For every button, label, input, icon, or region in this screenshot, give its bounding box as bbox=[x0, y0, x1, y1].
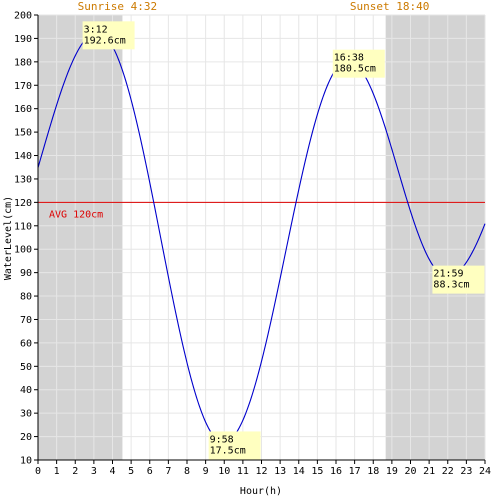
x-tick-label: 21 bbox=[423, 466, 435, 477]
y-tick-label: 80 bbox=[20, 292, 32, 303]
x-tick-label: 24 bbox=[479, 466, 491, 477]
x-axis-label: Hour(h) bbox=[240, 486, 282, 497]
y-tick-label: 110 bbox=[14, 221, 32, 232]
sunrise-label: Sunrise 4:32 bbox=[78, 0, 157, 13]
y-tick-label: 10 bbox=[20, 456, 32, 467]
x-tick-label: 15 bbox=[311, 466, 323, 477]
x-tick-label: 16 bbox=[330, 466, 342, 477]
annotation-value: 180.5cm bbox=[334, 64, 376, 75]
y-tick-label: 190 bbox=[14, 34, 32, 45]
y-tick-label: 100 bbox=[14, 245, 32, 256]
x-tick-label: 18 bbox=[367, 466, 379, 477]
x-tick-label: 20 bbox=[404, 466, 416, 477]
x-tick-label: 17 bbox=[349, 466, 361, 477]
x-tick-label: 19 bbox=[386, 466, 398, 477]
y-tick-label: 200 bbox=[14, 11, 32, 22]
x-tick-label: 0 bbox=[35, 466, 41, 477]
x-tick-label: 3 bbox=[91, 466, 97, 477]
x-tick-label: 8 bbox=[184, 466, 190, 477]
x-tick-label: 1 bbox=[54, 466, 60, 477]
x-tick-label: 14 bbox=[293, 466, 305, 477]
annotation-time: 9:58 bbox=[210, 434, 234, 445]
y-tick-label: 140 bbox=[14, 151, 32, 162]
x-tick-label: 7 bbox=[165, 466, 171, 477]
night-before-sunrise bbox=[38, 15, 123, 460]
annotation-box bbox=[208, 431, 261, 460]
y-tick-label: 150 bbox=[14, 128, 32, 139]
y-tick-label: 30 bbox=[20, 409, 32, 420]
y-tick-label: 50 bbox=[20, 362, 32, 373]
x-tick-label: 10 bbox=[218, 466, 230, 477]
annotation-value: 88.3cm bbox=[433, 280, 469, 291]
annotation-value: 192.6cm bbox=[84, 35, 126, 46]
x-tick-label: 22 bbox=[442, 466, 454, 477]
average-label: AVG 120cm bbox=[49, 209, 103, 220]
night-shading bbox=[38, 15, 485, 460]
y-tick-label: 90 bbox=[20, 268, 32, 279]
y-tick-label: 170 bbox=[14, 81, 32, 92]
y-tick-label: 180 bbox=[14, 57, 32, 68]
tick-labels: 0 1 2 3 4 5 6 7 8 9 10 11 12 13 14 15 16 17 18 19 20 21 22 23 24… bbox=[14, 11, 491, 478]
annotation-box bbox=[432, 265, 485, 294]
average-line-group: AVG 120cm bbox=[38, 201, 485, 220]
y-tick-label: 70 bbox=[20, 315, 32, 326]
annotation-time: 16:38 bbox=[334, 53, 364, 64]
y-tick-label: 20 bbox=[20, 432, 32, 443]
x-tick-label: 4 bbox=[109, 466, 115, 477]
y-tick-label: 130 bbox=[14, 174, 32, 185]
y-tick-label: 40 bbox=[20, 385, 32, 396]
y-axis-label: WaterLevel(cm) bbox=[3, 196, 14, 280]
x-tick-label: 2 bbox=[72, 466, 78, 477]
x-tick-label: 6 bbox=[147, 466, 153, 477]
sunset-label: Sunset 18:40 bbox=[350, 0, 429, 13]
annotation-value: 17.5cm bbox=[210, 445, 246, 456]
night-after-sunset bbox=[385, 15, 485, 460]
axes bbox=[34, 14, 486, 464]
x-tick-label: 13 bbox=[274, 466, 286, 477]
annotation-box bbox=[332, 49, 385, 78]
annotation-box bbox=[82, 21, 135, 50]
annotation-time: 21:59 bbox=[433, 269, 463, 280]
y-tick-label: 60 bbox=[20, 338, 32, 349]
x-tick-label: 23 bbox=[460, 466, 472, 477]
annotation-time: 3:12 bbox=[84, 24, 108, 35]
grid bbox=[37, 14, 486, 461]
x-tick-label: 12 bbox=[255, 466, 267, 477]
y-tick-label: 160 bbox=[14, 104, 32, 115]
x-tick-label: 5 bbox=[128, 466, 134, 477]
x-tick-label: 11 bbox=[237, 466, 249, 477]
x-tick-label: 9 bbox=[203, 466, 209, 477]
y-tick-label: 120 bbox=[14, 198, 32, 209]
